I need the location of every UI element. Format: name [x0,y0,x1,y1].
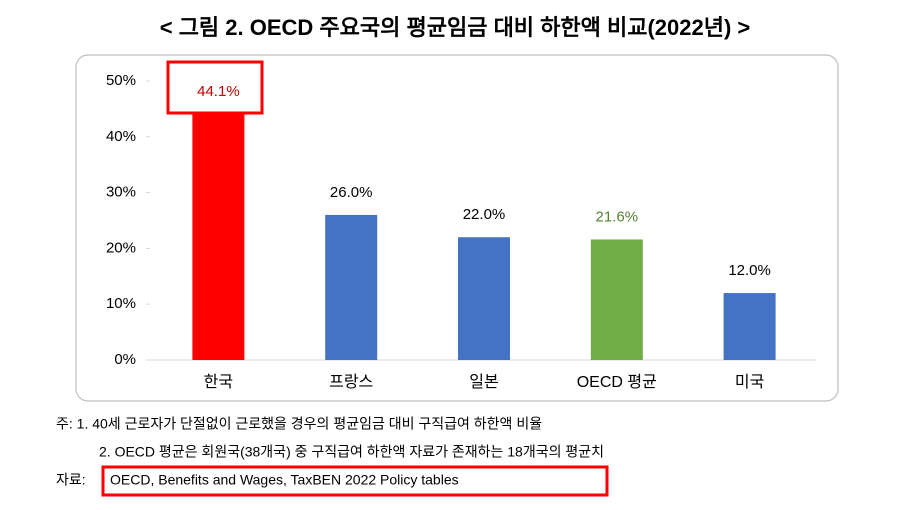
x-tick-label: 한국 [204,373,233,391]
x-tick-label: 일본 [469,373,498,391]
y-tick-label: 40% [106,128,136,145]
source-label: 자료: [56,472,86,488]
x-tick-label: 미국 [735,373,764,391]
data-label: 12.0% [728,262,771,279]
note: 주: 1. 40세 근로자가 단절없이 근로했을 경우의 평균임금 대비 구직급… [56,416,542,432]
data-label: 44.1% [197,83,240,100]
source: OECD, Benefits and Wages, TaxBEN 2022 Po… [110,472,459,488]
note: 2. OECD 평균은 회원국(38개국) 중 구직급여 하한액 자료가 존재하… [99,444,604,460]
bar [590,239,643,360]
bar [723,293,776,360]
y-tick-label: 50% [106,72,136,89]
chart-frame [75,54,839,402]
highlight-box [101,465,609,497]
x-tick-label: OECD 평균 [577,373,657,391]
bar [192,113,245,360]
y-tick-label: 30% [106,184,136,201]
y-tick-label: 10% [106,295,136,312]
chart-title: < 그림 2. OECD 주요국의 평균임금 대비 하한액 비교(2022년) … [160,15,751,40]
x-tick-label: 프랑스 [329,373,373,391]
highlight-box [166,60,264,115]
bar [458,237,510,360]
plot: 0% 10% 20% 30% 40% 50% 한국 44.1% 프랑스 26.0% 일본 22.0% O… [106,72,776,391]
data-label: 26.0% [330,184,373,201]
y-tick-label: 0% [114,351,136,368]
bar [325,214,378,360]
data-label: 22.0% [463,206,506,223]
data-label: 21.6% [596,208,639,225]
y-tick-label: 20% [106,239,136,256]
